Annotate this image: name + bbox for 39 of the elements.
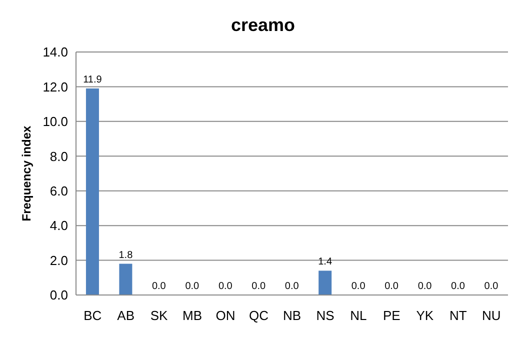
y-tick-label: 0.0 bbox=[50, 288, 68, 303]
x-tick-label: AB bbox=[117, 308, 135, 324]
y-tick-label: 8.0 bbox=[50, 148, 68, 164]
data-label: 0.0 bbox=[384, 281, 399, 292]
x-tick-label: NU bbox=[482, 308, 501, 324]
y-tick-label: 10.0 bbox=[42, 114, 68, 130]
x-tick-label: ON bbox=[216, 308, 236, 324]
data-label: 0.0 bbox=[185, 281, 200, 292]
data-label: 0.0 bbox=[351, 281, 366, 292]
x-tick-label: YK bbox=[416, 308, 434, 324]
x-tick-label: BC bbox=[84, 308, 102, 324]
x-tick-label: NS bbox=[316, 308, 335, 324]
data-label: 11.9 bbox=[83, 74, 102, 86]
data-label: 0.0 bbox=[418, 281, 432, 292]
y-tick-label: 14.0 bbox=[42, 44, 68, 60]
x-tick-label: MB bbox=[182, 308, 202, 324]
data-label: 1.4 bbox=[318, 256, 332, 268]
data-label: 1.8 bbox=[118, 250, 134, 261]
x-tick-label: PE bbox=[383, 308, 401, 324]
bar bbox=[119, 264, 132, 295]
data-label: 0.0 bbox=[284, 281, 300, 292]
x-tick-label: NT bbox=[449, 308, 467, 324]
data-label: 0.0 bbox=[252, 281, 266, 292]
data-label: 0.0 bbox=[152, 281, 166, 292]
bar bbox=[86, 88, 99, 295]
data-label: 0.0 bbox=[484, 281, 499, 292]
y-axis-title: Frequency index bbox=[19, 126, 34, 222]
y-tick-label: 2.0 bbox=[50, 252, 68, 268]
x-tick-label: NB bbox=[282, 308, 302, 324]
y-tick-label: 12.0 bbox=[42, 79, 68, 94]
data-label: 0.0 bbox=[451, 281, 466, 292]
x-tick-label: SK bbox=[150, 308, 168, 324]
bar bbox=[318, 270, 332, 295]
y-tick-label: 6.0 bbox=[50, 183, 68, 198]
x-tick-label: NL bbox=[350, 308, 367, 324]
chart-title: creamo bbox=[230, 14, 296, 37]
data-label: 0.0 bbox=[218, 281, 233, 292]
x-tick-label: QC bbox=[249, 308, 269, 324]
y-tick-label: 4.0 bbox=[50, 218, 68, 234]
